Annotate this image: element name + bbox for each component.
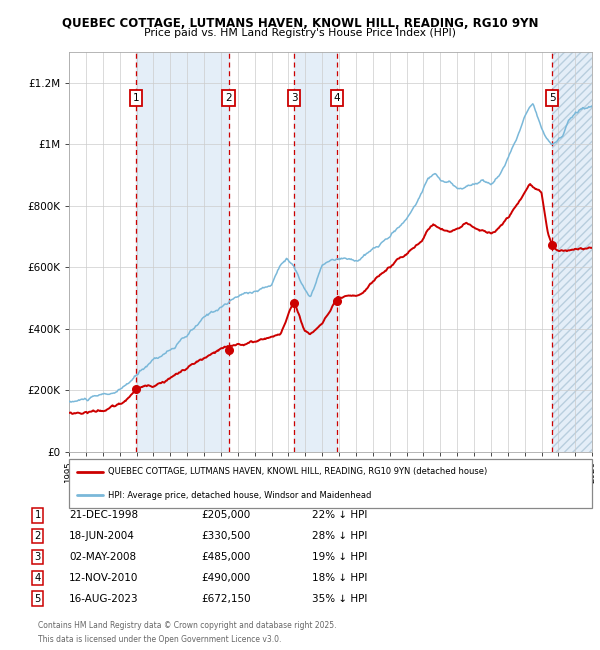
Text: 5: 5 <box>549 93 556 103</box>
Text: 2: 2 <box>35 531 41 541</box>
Text: 18-JUN-2004: 18-JUN-2004 <box>69 531 135 541</box>
Text: 3: 3 <box>290 93 297 103</box>
Text: 35% ↓ HPI: 35% ↓ HPI <box>312 593 367 604</box>
Text: 19% ↓ HPI: 19% ↓ HPI <box>312 552 367 562</box>
Text: 02-MAY-2008: 02-MAY-2008 <box>69 552 136 562</box>
Text: 5: 5 <box>35 593 41 604</box>
Bar <box>136 52 229 452</box>
Text: 21-DEC-1998: 21-DEC-1998 <box>69 510 138 521</box>
Text: 3: 3 <box>35 552 41 562</box>
Text: 12-NOV-2010: 12-NOV-2010 <box>69 573 139 583</box>
Text: 16-AUG-2023: 16-AUG-2023 <box>69 593 139 604</box>
Bar <box>552 52 592 452</box>
Text: 4: 4 <box>35 573 41 583</box>
Text: 1: 1 <box>133 93 139 103</box>
Text: QUEBEC COTTAGE, LUTMANS HAVEN, KNOWL HILL, READING, RG10 9YN: QUEBEC COTTAGE, LUTMANS HAVEN, KNOWL HIL… <box>62 17 538 30</box>
Bar <box>552 52 592 452</box>
Text: Price paid vs. HM Land Registry's House Price Index (HPI): Price paid vs. HM Land Registry's House … <box>144 28 456 38</box>
Text: £205,000: £205,000 <box>201 510 250 521</box>
Text: £672,150: £672,150 <box>201 593 251 604</box>
Text: 22% ↓ HPI: 22% ↓ HPI <box>312 510 367 521</box>
Text: 2: 2 <box>226 93 232 103</box>
Text: £490,000: £490,000 <box>201 573 250 583</box>
Text: HPI: Average price, detached house, Windsor and Maidenhead: HPI: Average price, detached house, Wind… <box>108 491 371 500</box>
Text: £330,500: £330,500 <box>201 531 250 541</box>
Text: 28% ↓ HPI: 28% ↓ HPI <box>312 531 367 541</box>
Text: 4: 4 <box>334 93 340 103</box>
Bar <box>294 52 337 452</box>
Text: 1: 1 <box>35 510 41 521</box>
Text: 18% ↓ HPI: 18% ↓ HPI <box>312 573 367 583</box>
FancyBboxPatch shape <box>69 459 592 508</box>
Text: £485,000: £485,000 <box>201 552 250 562</box>
Text: QUEBEC COTTAGE, LUTMANS HAVEN, KNOWL HILL, READING, RG10 9YN (detached house): QUEBEC COTTAGE, LUTMANS HAVEN, KNOWL HIL… <box>108 467 487 476</box>
Text: Contains HM Land Registry data © Crown copyright and database right 2025.
This d: Contains HM Land Registry data © Crown c… <box>38 621 337 644</box>
